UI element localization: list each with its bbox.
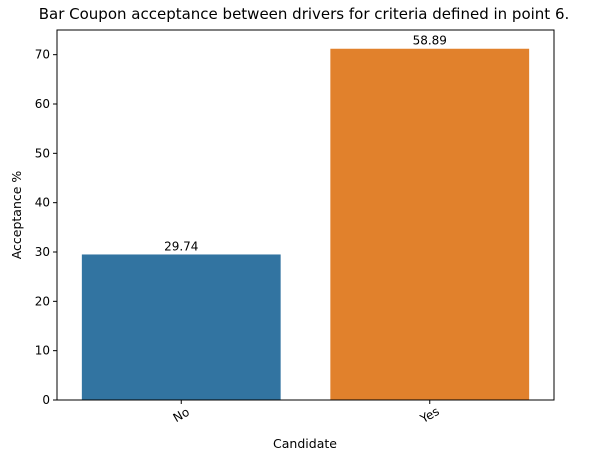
x-tick-label: No xyxy=(171,405,192,425)
y-tick-label: 0 xyxy=(42,393,50,407)
y-tick-label: 60 xyxy=(35,97,50,111)
y-tick-label: 40 xyxy=(35,196,50,210)
x-axis-label: Candidate xyxy=(273,436,337,451)
y-tick-label: 30 xyxy=(35,245,50,259)
bar-no xyxy=(81,254,281,400)
y-tick-label: 10 xyxy=(35,344,50,358)
chart-title: Bar Coupon acceptance between drivers fo… xyxy=(39,5,570,23)
bar-value-label: 29.74 xyxy=(164,239,198,253)
y-tick-label: 20 xyxy=(35,294,50,308)
y-axis-ticks: 0 10 20 30 40 50 60 70 xyxy=(35,48,57,407)
y-axis-label: Acceptance % xyxy=(9,171,24,260)
bar-yes xyxy=(330,48,530,400)
y-tick-label: 70 xyxy=(35,48,50,62)
x-axis-ticks: No Yes xyxy=(171,400,442,426)
x-tick-label: Yes xyxy=(417,404,442,426)
bar-value-label: 58.89 xyxy=(413,34,447,48)
plot-frame xyxy=(56,29,555,401)
bars: 29.74 58.89 xyxy=(81,34,530,400)
y-tick-label: 50 xyxy=(35,146,50,160)
